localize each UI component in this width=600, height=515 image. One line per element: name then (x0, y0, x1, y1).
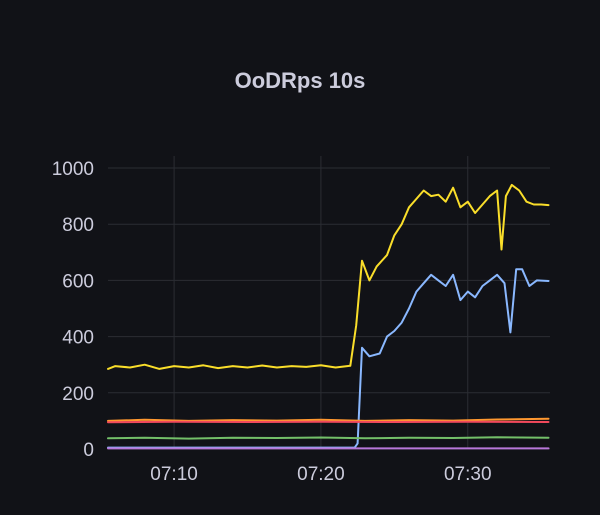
y-tick-label: 600 (62, 271, 94, 292)
series-line-4 (107, 420, 550, 424)
series-line-1 (107, 183, 550, 370)
series-line-5 (107, 436, 550, 440)
x-tick-label: 07:10 (150, 464, 198, 485)
chart-title: OoDRps 10s (234, 68, 366, 93)
y-tick-label: 1000 (52, 159, 94, 180)
x-tick-label: 07:20 (297, 464, 345, 485)
x-tick-label: 07:30 (444, 464, 492, 485)
y-tick-label: 400 (62, 328, 94, 349)
series-line-3 (107, 417, 550, 422)
y-tick-label: 0 (83, 440, 94, 461)
series-line-2 (107, 268, 550, 449)
y-tick-label: 200 (62, 384, 94, 405)
y-tick-label: 800 (62, 215, 94, 236)
